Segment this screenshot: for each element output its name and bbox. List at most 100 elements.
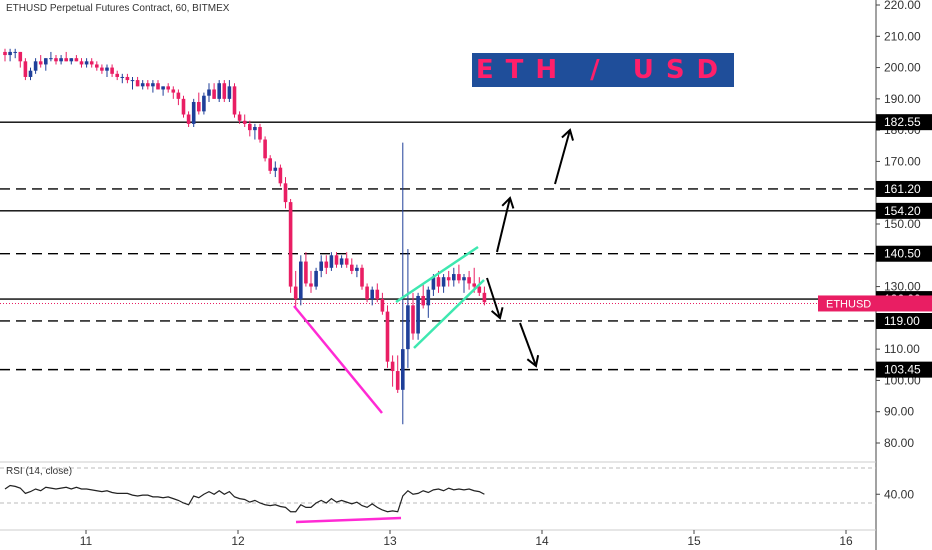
rsi-line — [4, 484, 485, 513]
candle-body — [248, 123, 252, 131]
candle-body — [105, 67, 109, 71]
candle-body — [288, 202, 293, 287]
candle-body — [253, 127, 257, 131]
candle-body — [309, 283, 313, 287]
candle-body — [293, 286, 298, 300]
candle-body — [151, 83, 155, 87]
candle-body — [18, 51, 23, 62]
candle-body — [355, 267, 359, 271]
candle-body — [401, 349, 405, 390]
candle-body — [156, 83, 160, 90]
price-tick-label: 90.00 — [884, 405, 914, 419]
candle-body — [186, 114, 191, 124]
time-tick-label: 12 — [231, 534, 245, 548]
eth-usd-banner: ETH / USD — [472, 53, 734, 87]
price-tick-label: 110.00 — [884, 342, 920, 356]
arrow-head — [490, 307, 504, 320]
wedge-upper-line — [395, 245, 479, 304]
candle-body — [467, 277, 471, 284]
candle-body — [146, 83, 150, 87]
arrow-shaft — [519, 322, 537, 367]
candle-body — [166, 86, 170, 90]
price-tick-label: 150.00 — [884, 217, 921, 231]
candle-body — [319, 261, 323, 271]
candle-body — [431, 277, 436, 290]
arrow-head — [561, 128, 574, 141]
candle-body — [334, 255, 339, 265]
arrow-shaft — [554, 129, 571, 185]
arrow-head — [526, 355, 540, 368]
price-tick-label: 80.00 — [884, 436, 914, 450]
candle-body — [299, 261, 303, 300]
candle-body — [482, 292, 487, 303]
level-label: 140.50 — [884, 247, 921, 261]
candle-body — [176, 92, 181, 99]
arrow-shaft — [486, 277, 501, 319]
candle-body — [395, 371, 400, 390]
candle-body — [125, 76, 130, 81]
candle-body — [79, 61, 84, 65]
candle-body — [380, 299, 385, 312]
candle-body — [171, 89, 176, 93]
level-label-bg — [876, 312, 932, 329]
candle-body — [95, 64, 99, 68]
level-label: 103.45 — [884, 363, 921, 377]
candle-body — [273, 167, 278, 171]
candle-body — [59, 58, 63, 62]
level-label-bg — [876, 180, 932, 197]
candle-body — [477, 286, 482, 293]
candle-body — [44, 58, 48, 65]
price-tick-label: 130.00 — [884, 280, 921, 294]
candle-body — [263, 139, 267, 159]
candle-body — [115, 73, 119, 77]
candle-body — [100, 67, 104, 71]
candle-body — [13, 51, 17, 53]
candle-body — [232, 86, 237, 115]
candle-body — [84, 61, 89, 65]
candle-body — [385, 311, 390, 362]
candle-body — [49, 58, 53, 60]
level-label-bg — [876, 202, 932, 219]
price-tick-label: 210.00 — [884, 29, 921, 43]
rsi-title: RSI (14, close) — [6, 466, 73, 477]
rsi-tick-label: 40.00 — [884, 487, 914, 501]
candle-body — [375, 289, 380, 300]
symbol-tag: ETHUSD — [826, 298, 871, 310]
candle-body — [462, 277, 466, 281]
time-tick-label: 13 — [383, 534, 397, 548]
candle-body — [452, 274, 456, 281]
chart-title: ETHUSD Perpetual Futures Contract, 60, B… — [6, 3, 230, 14]
candle-body — [278, 167, 283, 184]
price-tick-label: 200.00 — [884, 61, 921, 75]
candle-body — [365, 286, 369, 300]
candle-body — [472, 283, 476, 287]
rsi-divergence-line — [295, 516, 402, 524]
candle-body — [411, 305, 415, 334]
candle-body — [258, 127, 262, 140]
candle-body — [89, 61, 94, 65]
trend-line-pink — [293, 305, 383, 414]
level-label: 182.55 — [884, 115, 921, 129]
time-tick-label: 11 — [80, 534, 93, 548]
arrow-head — [501, 196, 515, 209]
candle-body — [33, 61, 38, 71]
candle-body — [421, 295, 425, 306]
candle-body — [28, 70, 33, 77]
candle-body — [406, 305, 410, 350]
candle-body — [329, 255, 334, 268]
level-label-bg — [876, 361, 932, 378]
candle-body — [110, 67, 114, 74]
candle-body — [416, 295, 420, 334]
candle-body — [222, 83, 227, 99]
candle-body — [38, 61, 43, 65]
candle-body — [426, 289, 431, 306]
price-tick-label: 170.00 — [884, 154, 921, 168]
level-label: 119.00 — [884, 314, 920, 328]
candle-body — [314, 270, 318, 287]
candle-body — [436, 277, 441, 287]
candle-body — [130, 80, 135, 82]
candle-body — [283, 183, 288, 203]
price-tick-label: 220.00 — [884, 0, 921, 12]
time-tick-label: 14 — [535, 534, 549, 548]
